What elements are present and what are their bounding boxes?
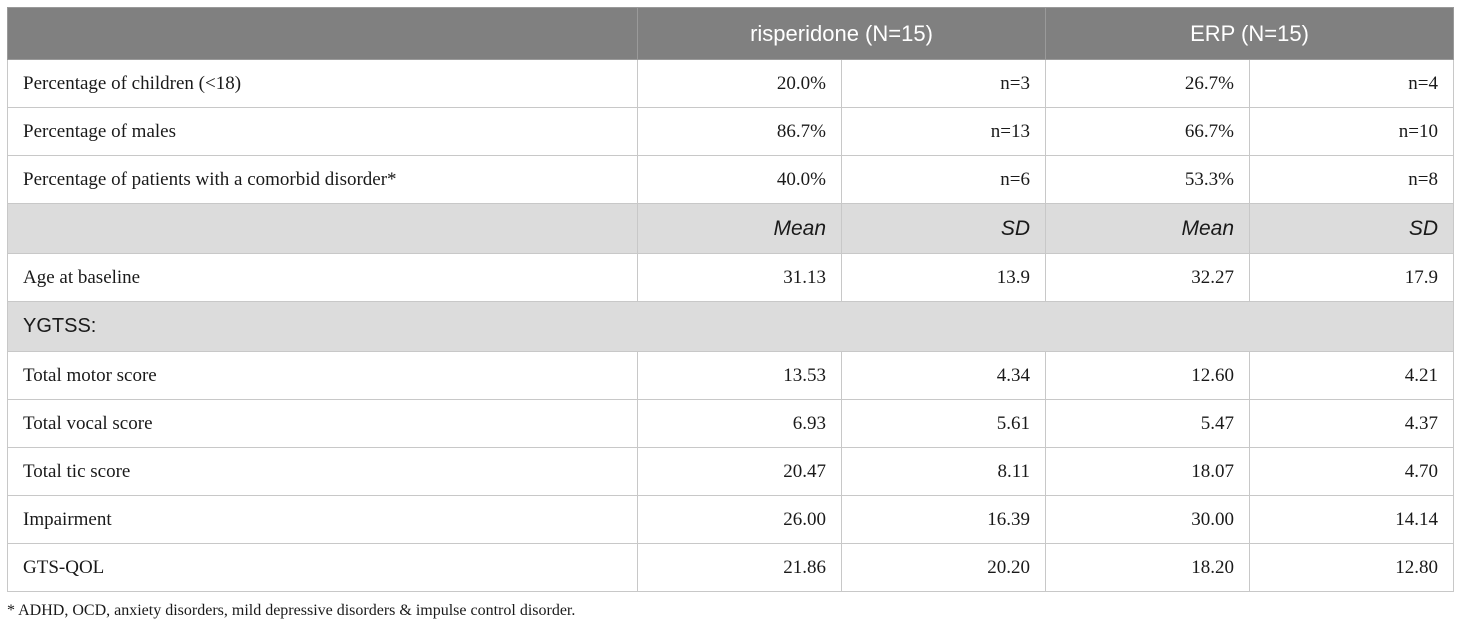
cell-value: 13.9 <box>841 253 1046 302</box>
header-erp: ERP (N=15) <box>1045 7 1454 60</box>
cell-value: 12.80 <box>1249 543 1454 592</box>
cell-value: 13.53 <box>637 351 842 400</box>
row-label: Total vocal score <box>7 399 638 448</box>
cell-value: 4.34 <box>841 351 1046 400</box>
cell-value: 86.7% <box>637 107 842 156</box>
table-row: Total motor score 13.53 4.34 12.60 4.21 <box>7 351 1454 400</box>
cell-value: 26.7% <box>1045 59 1250 108</box>
cell-value: 5.47 <box>1045 399 1250 448</box>
cell-value: 66.7% <box>1045 107 1250 156</box>
cell-value: 17.9 <box>1249 253 1454 302</box>
mean-header: Mean <box>1045 203 1250 254</box>
cell-value: 18.07 <box>1045 447 1250 496</box>
cell-value: n=3 <box>841 59 1046 108</box>
cell-value: 8.11 <box>841 447 1046 496</box>
cell-value: 40.0% <box>637 155 842 204</box>
cell-value: 14.14 <box>1249 495 1454 544</box>
demographics-table: risperidone (N=15) ERP (N=15) Percentage… <box>7 7 1454 592</box>
table-row: Age at baseline 31.13 13.9 32.27 17.9 <box>7 253 1454 302</box>
section-label: YGTSS: <box>7 301 1454 352</box>
cell-value: 18.20 <box>1045 543 1250 592</box>
cell-value: n=13 <box>841 107 1046 156</box>
cell-value: 53.3% <box>1045 155 1250 204</box>
cell-value: n=10 <box>1249 107 1454 156</box>
mean-header: Mean <box>637 203 842 254</box>
row-label: Percentage of males <box>7 107 638 156</box>
cell-value: 26.00 <box>637 495 842 544</box>
sd-header: SD <box>841 203 1046 254</box>
cell-value: 31.13 <box>637 253 842 302</box>
cell-value: 30.00 <box>1045 495 1250 544</box>
header-blank-cell <box>7 7 638 60</box>
table-row: Percentage of males 86.7% n=13 66.7% n=1… <box>7 107 1454 156</box>
cell-value: 20.0% <box>637 59 842 108</box>
cell-value: 20.20 <box>841 543 1046 592</box>
row-label: GTS-QOL <box>7 543 638 592</box>
row-label: Age at baseline <box>7 253 638 302</box>
table-row: Percentage of patients with a comorbid d… <box>7 155 1454 204</box>
header-risperidone: risperidone (N=15) <box>637 7 1046 60</box>
stat-header-blank <box>7 203 638 254</box>
cell-value: 16.39 <box>841 495 1046 544</box>
cell-value: n=6 <box>841 155 1046 204</box>
cell-value: 5.61 <box>841 399 1046 448</box>
stat-header-row: Mean SD Mean SD <box>7 203 1454 254</box>
cell-value: 32.27 <box>1045 253 1250 302</box>
table-header-row: risperidone (N=15) ERP (N=15) <box>7 7 1454 60</box>
cell-value: 4.70 <box>1249 447 1454 496</box>
row-label: Percentage of children (<18) <box>7 59 638 108</box>
cell-value: 4.37 <box>1249 399 1454 448</box>
row-label: Total motor score <box>7 351 638 400</box>
row-label: Percentage of patients with a comorbid d… <box>7 155 638 204</box>
cell-value: 21.86 <box>637 543 842 592</box>
table-row: Impairment 26.00 16.39 30.00 14.14 <box>7 495 1454 544</box>
section-row-ygtss: YGTSS: <box>7 301 1454 352</box>
table-row: GTS-QOL 21.86 20.20 18.20 12.80 <box>7 543 1454 592</box>
table-row: Total vocal score 6.93 5.61 5.47 4.37 <box>7 399 1454 448</box>
cell-value: 6.93 <box>637 399 842 448</box>
table-row: Total tic score 20.47 8.11 18.07 4.70 <box>7 447 1454 496</box>
table-footnote: * ADHD, OCD, anxiety disorders, mild dep… <box>7 602 576 619</box>
cell-value: 4.21 <box>1249 351 1454 400</box>
row-label: Total tic score <box>7 447 638 496</box>
cell-value: 20.47 <box>637 447 842 496</box>
cell-value: 12.60 <box>1045 351 1250 400</box>
cell-value: n=4 <box>1249 59 1454 108</box>
sd-header: SD <box>1249 203 1454 254</box>
table-row: Percentage of children (<18) 20.0% n=3 2… <box>7 59 1454 108</box>
cell-value: n=8 <box>1249 155 1454 204</box>
row-label: Impairment <box>7 495 638 544</box>
